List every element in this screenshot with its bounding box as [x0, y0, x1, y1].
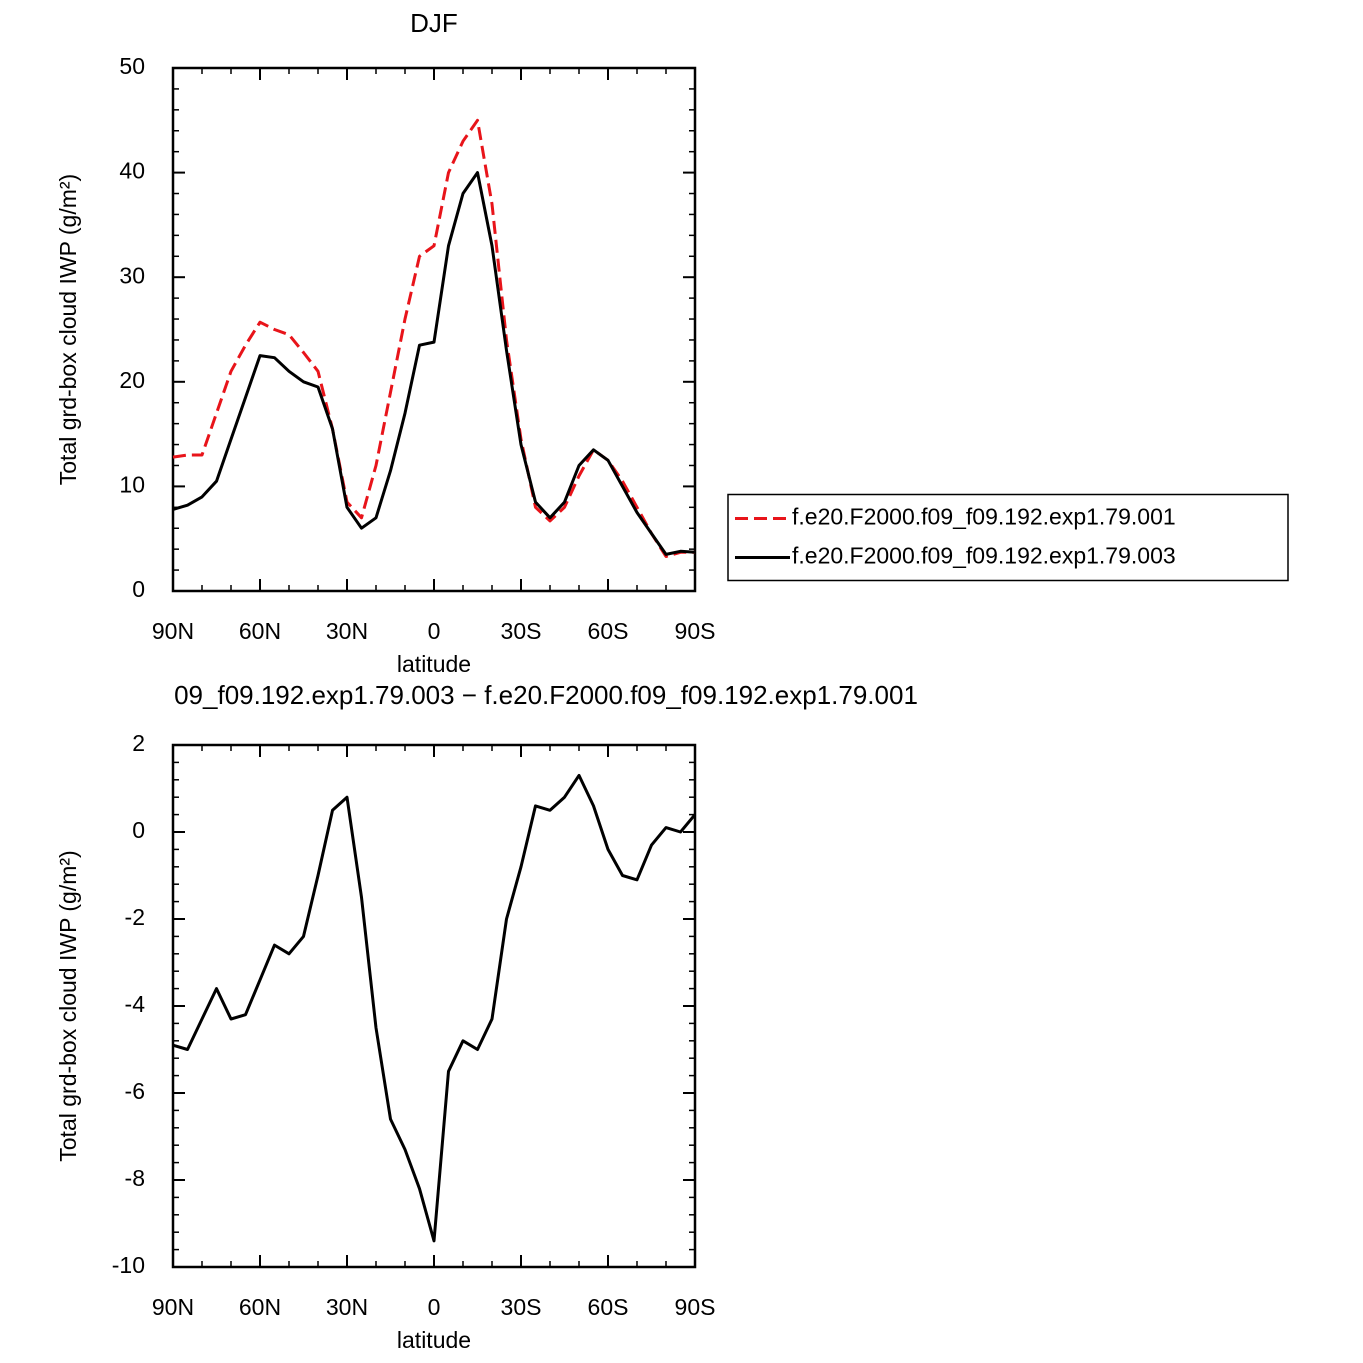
- x-axis-label: latitude: [397, 1327, 471, 1353]
- x-tick-label: 60S: [588, 618, 629, 644]
- x-tick-label: 90N: [152, 618, 194, 644]
- y-tick-label: 10: [119, 471, 145, 497]
- y-tick-label: -4: [125, 991, 146, 1017]
- x-tick-label: 60N: [239, 618, 281, 644]
- x-tick-label: 0: [428, 618, 441, 644]
- x-tick-label: 60S: [588, 1294, 629, 1320]
- legend-label: f.e20.F2000.f09_f09.192.exp1.79.003: [792, 543, 1176, 569]
- x-tick-label: 0: [428, 1294, 441, 1320]
- y-tick-label: 0: [132, 576, 145, 602]
- x-tick-label: 90S: [675, 618, 716, 644]
- plot-frame: [171, 743, 697, 1269]
- plot-frame: [171, 66, 697, 593]
- y-tick-label: 2: [132, 730, 145, 756]
- data-line: [172, 171, 696, 556]
- legend-label: f.e20.F2000.f09_f09.192.exp1.79.001: [792, 504, 1176, 530]
- data-line: [172, 773, 697, 1243]
- x-tick-label: 30N: [326, 1294, 368, 1320]
- chart-title: DJF: [410, 8, 458, 38]
- y-tick-label: -6: [125, 1078, 145, 1104]
- x-axis-label: latitude: [397, 651, 471, 677]
- y-tick-label: 0: [132, 817, 145, 843]
- y-tick-label: 50: [119, 53, 145, 79]
- x-tick-label: 30S: [501, 1294, 542, 1320]
- y-tick-label: -2: [125, 904, 145, 930]
- x-tick-label: 60N: [239, 1294, 281, 1320]
- legend-box: [727, 493, 1289, 582]
- y-tick-label: -8: [125, 1165, 145, 1191]
- y-tick-label: 20: [119, 367, 145, 393]
- y-tick-label: -10: [112, 1252, 145, 1278]
- x-tick-label: 30N: [326, 618, 368, 644]
- x-tick-label: 90S: [675, 1294, 716, 1320]
- x-tick-label: 90N: [152, 1294, 194, 1320]
- x-tick-label: 30S: [501, 618, 542, 644]
- y-axis-label: Total grd-box cloud IWP (g/m²): [55, 174, 81, 485]
- y-axis-label: Total grd-box cloud IWP (g/m²): [55, 850, 81, 1161]
- y-tick-label: 40: [119, 158, 145, 184]
- y-tick-label: 30: [119, 262, 145, 288]
- chart-title: 09_f09.192.exp1.79.003 − f.e20.F2000.f09…: [174, 680, 918, 710]
